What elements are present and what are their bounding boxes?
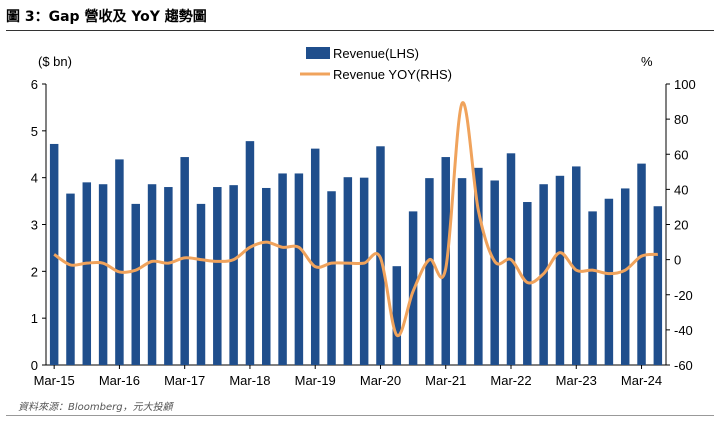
revenue-bar [229, 185, 238, 365]
x-tick-label: Mar-19 [295, 373, 336, 388]
right-tick-label: 20 [674, 218, 688, 233]
revenue-bar [474, 167, 483, 365]
revenue-bar [196, 203, 206, 365]
right-tick-label: 40 [674, 182, 688, 197]
revenue-bar [164, 187, 173, 365]
revenue-bar [327, 191, 336, 365]
axis-ticks: 0 1 2 3 4 5 6 -60 -40 -20 0 20 40 60 80 100 Mar-15 Mar-16… [31, 77, 696, 388]
revenue-bar [278, 173, 287, 365]
right-tick-label: 100 [674, 77, 696, 92]
right-tick-label: -40 [674, 323, 693, 338]
left-tick-label: 5 [31, 124, 38, 139]
revenue-bar [588, 211, 597, 365]
footer-rule [6, 415, 714, 416]
left-tick-label: 2 [31, 264, 38, 279]
source-note: 資料來源：Bloomberg，元大投顧 [18, 402, 173, 413]
x-tick-label: Mar-22 [490, 373, 531, 388]
revenue-bar [82, 182, 92, 365]
left-tick-label: 1 [31, 311, 38, 326]
revenue-bar [620, 188, 630, 365]
revenue-bar [294, 173, 304, 365]
revenue-bar [490, 180, 499, 365]
x-tick-label: Mar-23 [556, 373, 597, 388]
x-tick-label: Mar-17 [164, 373, 205, 388]
revenue-bar [66, 193, 75, 365]
figure-title: 圖 3：Gap 營收及 YoY 趨勢圖 [6, 9, 207, 25]
legend: Revenue(LHS) Revenue YOY(RHS) [300, 46, 452, 82]
title-rule [6, 30, 714, 31]
revenue-bar [604, 198, 614, 365]
x-tick-label: Mar-24 [621, 373, 662, 388]
revenue-bar [131, 203, 140, 365]
x-tick-label: Mar-21 [425, 373, 466, 388]
left-tick-label: 4 [31, 171, 38, 186]
revenue-bar [555, 175, 565, 365]
left-tick-label: 0 [31, 358, 38, 373]
revenue-bar [359, 177, 369, 365]
revenue-bar [262, 187, 271, 365]
revenue-bars [49, 141, 663, 365]
revenue-bar [572, 166, 581, 365]
revenue-bar [213, 187, 222, 365]
legend-revenue-label: Revenue(LHS) [333, 46, 419, 61]
right-tick-label: -60 [674, 358, 693, 373]
right-tick-label: 60 [674, 147, 688, 162]
left-axis-unit: ($ bn) [38, 54, 72, 69]
right-axis-unit: % [641, 54, 653, 69]
x-tick-label: Mar-18 [229, 373, 270, 388]
left-tick-label: 3 [31, 218, 38, 233]
revenue-bar [653, 206, 663, 365]
revenue-bar [310, 148, 320, 365]
revenue-bar [147, 184, 157, 365]
revenue-bar [392, 266, 402, 365]
x-tick-label: Mar-20 [360, 373, 401, 388]
revenue-bar [343, 177, 353, 365]
revenue-bar [180, 157, 189, 365]
right-tick-label: 0 [674, 253, 681, 268]
revenue-bar [115, 159, 124, 365]
right-tick-label: 80 [674, 112, 688, 127]
revenue-bar [245, 141, 255, 365]
left-tick-label: 6 [31, 77, 38, 92]
x-tick-label: Mar-16 [99, 373, 140, 388]
yoy-line-layer [53, 101, 659, 337]
right-tick-label: -20 [674, 288, 693, 303]
yoy-line [53, 101, 659, 337]
revenue-bar [425, 178, 434, 365]
revenue-bar [457, 178, 467, 365]
revenue-bar [98, 184, 108, 365]
x-tick-label: Mar-15 [34, 373, 75, 388]
revenue-bar [637, 163, 646, 365]
legend-yoy-label: Revenue YOY(RHS) [333, 67, 452, 82]
legend-revenue-swatch [306, 47, 330, 59]
